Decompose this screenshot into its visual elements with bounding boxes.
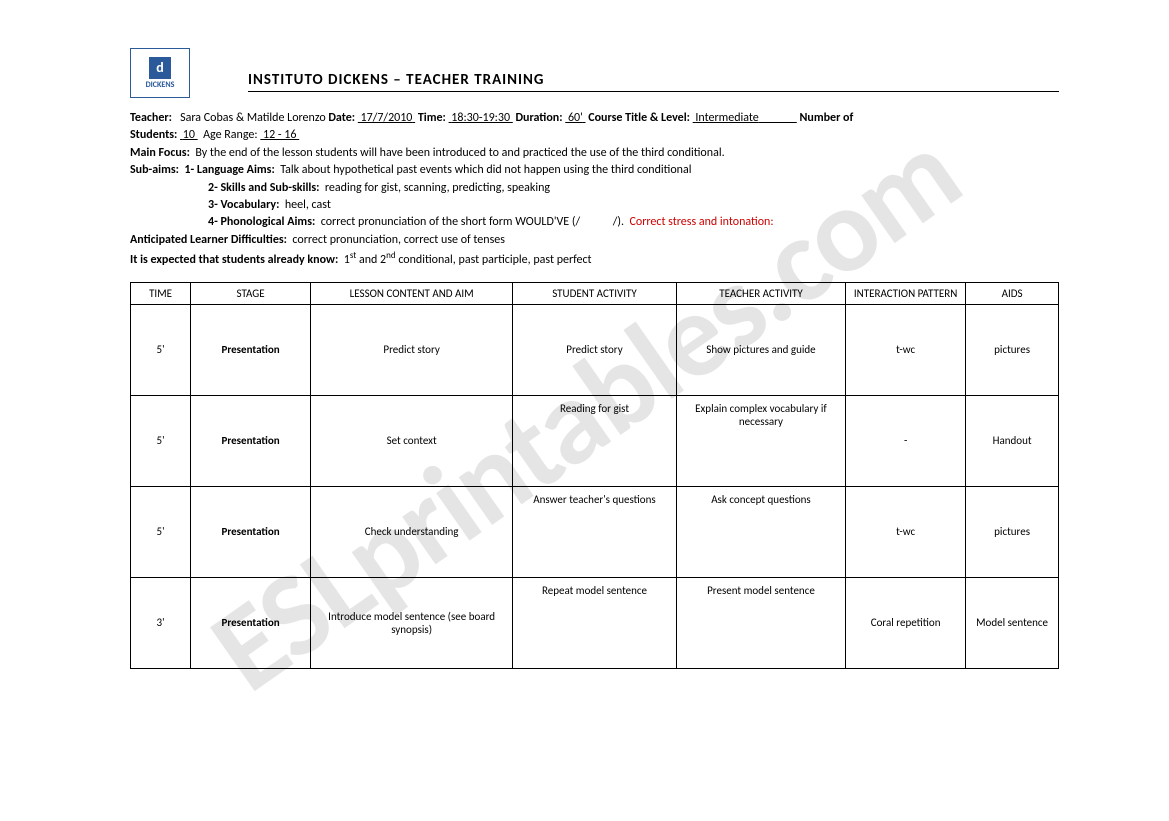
lang-label: 1- Language Aims: [184, 163, 274, 177]
th-student: STUDENT ACTIVITY [513, 282, 677, 304]
logo: d DICKENS [130, 48, 190, 98]
logo-icon: d [149, 57, 171, 79]
cell-aids: pictures [966, 486, 1059, 577]
cell-content: Check understanding [311, 486, 513, 577]
cell-teacher: Present model sentence [676, 577, 845, 668]
cell-stage: Presentation [191, 486, 311, 577]
numof-label: Number of [799, 111, 853, 125]
cell-stage: Presentation [191, 395, 311, 486]
phon-red: Correct stress and intonation: [629, 215, 773, 229]
table-row: 3' Presentation Introduce model sentence… [131, 577, 1059, 668]
cell-student: Answer teacher's questions [513, 486, 677, 577]
age-value: 12 - 16 [260, 128, 299, 142]
vocab-label: 3- Vocabulary: [208, 198, 279, 212]
skills-label: 2- Skills and Sub-skills: [208, 181, 319, 195]
time-label: Time: [418, 111, 446, 125]
cell-time: 5' [131, 395, 191, 486]
table-row: 5' Presentation Set context Reading for … [131, 395, 1059, 486]
th-aids: AIDS [966, 282, 1059, 304]
difficulties-value: correct pronunciation, correct use of te… [292, 233, 505, 247]
table-row: 5' Presentation Check understanding Answ… [131, 486, 1059, 577]
header: d DICKENS INSTITUTO DICKENS – TEACHER TR… [130, 48, 1059, 98]
expected-label: It is expected that students already kno… [130, 253, 338, 267]
vocab-value: heel, cast [285, 198, 331, 212]
cell-pattern: Coral repetition [846, 577, 966, 668]
table-header-row: TIME STAGE LESSON CONTENT AND AIM STUDEN… [131, 282, 1059, 304]
th-stage: STAGE [191, 282, 311, 304]
students-value: 10 [180, 128, 198, 142]
age-label: Age Range: [203, 128, 257, 142]
cell-student: Reading for gist [513, 395, 677, 486]
cell-stage: Presentation [191, 304, 311, 395]
lesson-plan-table: TIME STAGE LESSON CONTENT AND AIM STUDEN… [130, 282, 1059, 669]
th-time: TIME [131, 282, 191, 304]
th-teacher: TEACHER ACTIVITY [676, 282, 845, 304]
cell-aids: Model sentence [966, 577, 1059, 668]
course-label: Course Title & Level: [588, 111, 690, 125]
cell-teacher: Ask concept questions [676, 486, 845, 577]
cell-pattern: t-wc [846, 486, 966, 577]
cell-time: 5' [131, 304, 191, 395]
cell-time: 5' [131, 486, 191, 577]
teacher-value: Sara Cobas & Matilde Lorenzo [180, 111, 326, 125]
cell-content: Introduce model sentence (see board syno… [311, 577, 513, 668]
page-title: INSTITUTO DICKENS – TEACHER TRAINING [248, 71, 1059, 92]
expected-value: 1st and 2nd conditional, past participle… [344, 253, 592, 267]
cell-time: 3' [131, 577, 191, 668]
mainfocus-label: Main Focus: [130, 146, 190, 160]
th-pattern: INTERACTION PATTERN [846, 282, 966, 304]
cell-aids: pictures [966, 304, 1059, 395]
duration-value: 60' [565, 111, 585, 125]
logo-text: DICKENS [146, 80, 175, 90]
cell-student: Predict story [513, 304, 677, 395]
cell-content: Predict story [311, 304, 513, 395]
meta-block: Teacher: Sara Cobas & Matilde Lorenzo Da… [130, 110, 1059, 270]
difficulties-label: Anticipated Learner Difficulties: [130, 233, 287, 247]
date-label: Date: [328, 111, 355, 125]
cell-content: Set context [311, 395, 513, 486]
lang-value: Talk about hypothetical past events whic… [280, 163, 691, 177]
subaims-label: Sub-aims: [130, 163, 179, 177]
mainfocus-value: By the end of the lesson students will h… [195, 146, 724, 160]
cell-student: Repeat model sentence [513, 577, 677, 668]
cell-aids: Handout [966, 395, 1059, 486]
phon-value2: /). [613, 215, 624, 229]
time-value: 18:30-19:30 [449, 111, 513, 125]
course-value: Intermediate [693, 111, 797, 125]
th-content: LESSON CONTENT AND AIM [311, 282, 513, 304]
skills-value: reading for gist, scanning, predicting, … [325, 181, 550, 195]
phon-value1: correct pronunciation of the short form … [321, 215, 580, 229]
cell-teacher: Show pictures and guide [676, 304, 845, 395]
cell-pattern: - [846, 395, 966, 486]
table-row: 5' Presentation Predict story Predict st… [131, 304, 1059, 395]
phon-label: 4- Phonological Aims: [208, 215, 315, 229]
date-value: 17/7/2010 [358, 111, 415, 125]
page: d DICKENS INSTITUTO DICKENS – TEACHER TR… [0, 0, 1169, 669]
teacher-label: Teacher: [130, 111, 172, 125]
cell-pattern: t-wc [846, 304, 966, 395]
cell-teacher: Explain complex vocabulary if necessary [676, 395, 845, 486]
students-label: Students: [130, 128, 177, 142]
duration-label: Duration: [515, 111, 562, 125]
cell-stage: Presentation [191, 577, 311, 668]
